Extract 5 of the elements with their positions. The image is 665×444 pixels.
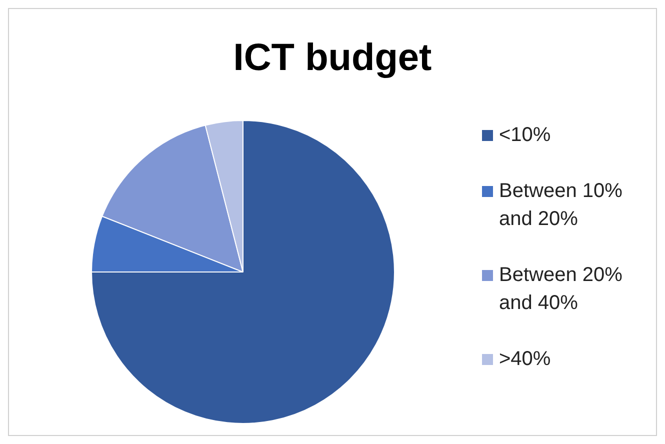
legend-label: >40% (499, 347, 552, 372)
legend-label: Between 10% and 20% (499, 179, 624, 232)
legend-label: <10% (499, 123, 552, 148)
chart-title: ICT budget (232, 37, 433, 80)
legend-label: Between 20% and 40% (499, 263, 624, 316)
